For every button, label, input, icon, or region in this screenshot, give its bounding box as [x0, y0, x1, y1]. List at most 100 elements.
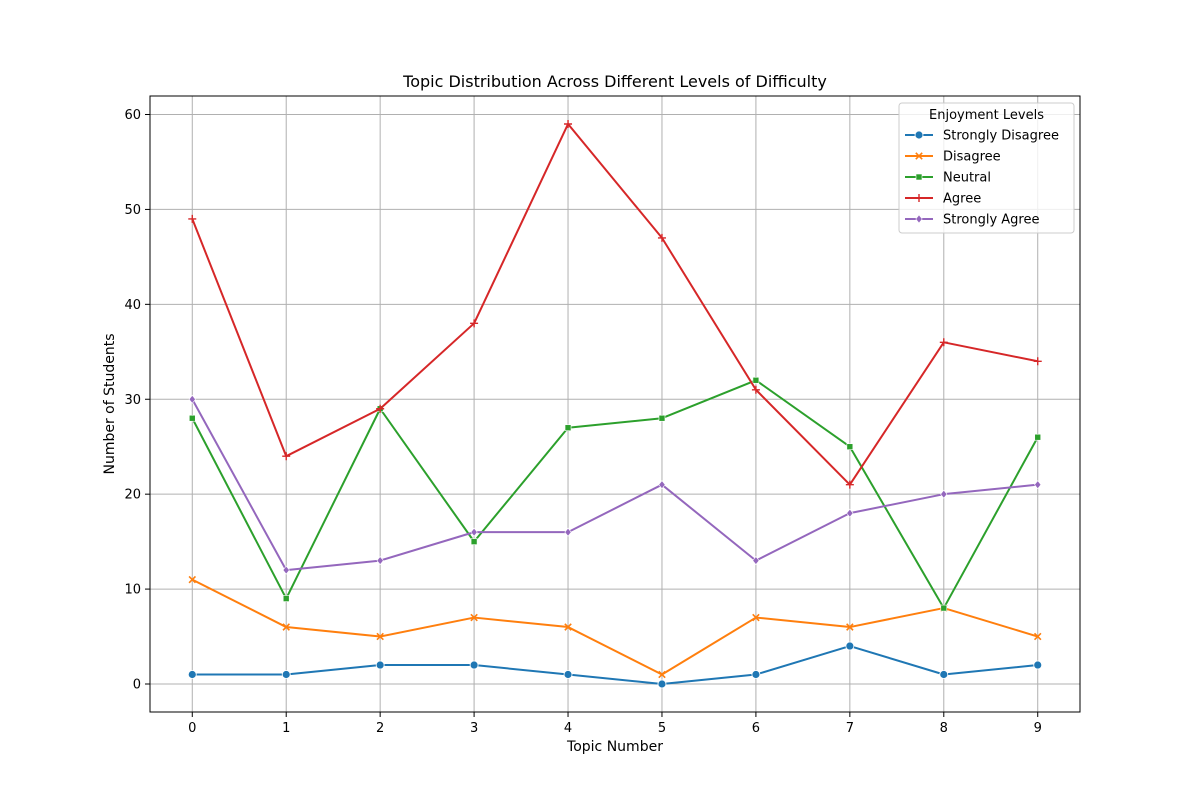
- data-point-strongly-agree: [752, 556, 760, 566]
- series-strongly-disagree: [187, 641, 1043, 689]
- x-tick-label: 3: [470, 721, 478, 736]
- data-point-strongly-agree: [1034, 480, 1042, 490]
- data-point-strongly-disagree: [1033, 660, 1043, 670]
- legend-title: Enjoyment Levels: [929, 108, 1044, 123]
- data-point-strongly-agree: [658, 480, 666, 490]
- data-point-strongly-disagree: [469, 660, 479, 670]
- data-point-strongly-disagree: [751, 670, 761, 679]
- legend: Enjoyment Levels Strongly Disagree Disagr…: [898, 102, 1075, 234]
- data-point-disagree: [752, 613, 760, 622]
- y-tick-label: 50: [124, 203, 141, 218]
- data-point-agree: [376, 404, 385, 413]
- legend-label: Agree: [943, 192, 981, 207]
- data-point-agree: [188, 214, 197, 223]
- x-tick-label: 7: [846, 721, 854, 736]
- x-tick-label: 2: [376, 721, 384, 736]
- x-tick-label: 9: [1034, 721, 1042, 736]
- data-point-strongly-disagree: [375, 660, 385, 670]
- data-point-neutral: [658, 414, 666, 422]
- legend-item-strongly-agree: Strongly Agree: [905, 213, 1040, 228]
- x-tick-label: 5: [658, 721, 666, 736]
- data-point-neutral: [564, 424, 572, 432]
- data-point-strongly-agree: [470, 527, 478, 537]
- data-point-strongly-agree: [282, 565, 290, 575]
- y-tick-label: 0: [133, 678, 141, 693]
- data-point-strongly-agree: [846, 508, 854, 518]
- series-strongly-agree: [188, 394, 1042, 575]
- legend-label: Neutral: [943, 171, 991, 186]
- data-point-agree: [282, 452, 291, 461]
- data-point-strongly-agree: [188, 394, 196, 404]
- series-group: [187, 120, 1043, 689]
- legend-item-disagree: Disagree: [905, 150, 1001, 165]
- legend-swatch-marker: [915, 214, 923, 224]
- y-tick-label: 20: [124, 488, 141, 503]
- y-tick-label: 10: [124, 583, 141, 598]
- legend-swatch-marker: [915, 173, 923, 181]
- data-point-agree: [470, 319, 479, 328]
- legend-box: [898, 102, 1075, 234]
- data-point-disagree: [376, 632, 384, 641]
- data-point-neutral: [282, 595, 290, 602]
- legend-item-neutral: Neutral: [905, 171, 991, 186]
- data-point-strongly-agree: [940, 489, 948, 499]
- y-tick-label: 40: [124, 298, 141, 313]
- data-point-strongly-disagree: [939, 670, 949, 679]
- data-point-strongly-agree: [376, 556, 384, 566]
- series-line-agree: [191, 123, 1038, 486]
- data-point-disagree: [282, 623, 290, 631]
- data-point-strongly-disagree: [845, 641, 855, 651]
- data-point-agree: [845, 480, 854, 489]
- data-point-neutral: [846, 443, 854, 451]
- series-line-neutral: [191, 379, 1039, 610]
- x-axis-label: Topic Number: [566, 739, 663, 755]
- x-tick-label: 4: [564, 721, 572, 736]
- data-point-strongly-disagree: [281, 670, 291, 679]
- chart-title: Topic Distribution Across Different Leve…: [402, 72, 827, 91]
- series-neutral: [188, 376, 1042, 612]
- y-tick-label: 30: [124, 393, 141, 408]
- legend-swatch-marker: [914, 130, 924, 140]
- data-point-strongly-disagree: [563, 670, 573, 679]
- series-agree: [188, 120, 1042, 489]
- series-line-disagree: [191, 578, 1039, 676]
- x-tick-label: 1: [282, 721, 290, 736]
- series-line-strongly-agree: [191, 398, 1038, 572]
- data-point-neutral: [752, 376, 760, 384]
- x-tick-label: 8: [940, 721, 948, 736]
- data-point-neutral: [188, 414, 196, 422]
- data-point-agree: [751, 385, 760, 394]
- data-point-strongly-agree: [564, 527, 572, 537]
- legend-label: Strongly Agree: [943, 213, 1040, 228]
- data-point-strongly-disagree: [657, 679, 667, 689]
- legend-items: Strongly Disagree Disagree Neutral Agree Str…: [905, 129, 1059, 228]
- y-axis-label: Number of Students: [102, 333, 118, 474]
- data-point-disagree: [564, 623, 572, 631]
- data-point-disagree: [658, 670, 666, 679]
- legend-label: Strongly Disagree: [943, 129, 1059, 144]
- data-point-neutral: [940, 604, 948, 612]
- axis-ticks: 0 1 2 3 4 5 6 7 8 9 0 10 20 30 40 50 60: [124, 108, 1041, 736]
- data-point-agree: [564, 120, 573, 128]
- plot-frame: [149, 95, 1081, 713]
- data-point-disagree: [470, 613, 478, 622]
- legend-swatch-marker: [915, 152, 923, 160]
- data-point-disagree: [1033, 632, 1042, 641]
- data-point-neutral: [1034, 433, 1042, 441]
- x-tick-label: 0: [188, 721, 196, 736]
- y-tick-label: 60: [124, 108, 141, 123]
- data-point-agree: [657, 233, 666, 242]
- data-point-disagree: [846, 623, 854, 631]
- legend-swatch-marker: [915, 194, 923, 202]
- data-point-neutral: [470, 538, 478, 545]
- x-tick-label: 6: [752, 721, 760, 736]
- legend-item-agree: Agree: [905, 192, 981, 207]
- data-point-agree: [939, 338, 948, 347]
- series-line-strongly-disagree: [192, 645, 1038, 685]
- legend-label: Disagree: [943, 150, 1001, 165]
- data-point-agree: [1033, 357, 1042, 366]
- data-point-disagree: [188, 575, 197, 584]
- data-point-strongly-disagree: [187, 670, 197, 679]
